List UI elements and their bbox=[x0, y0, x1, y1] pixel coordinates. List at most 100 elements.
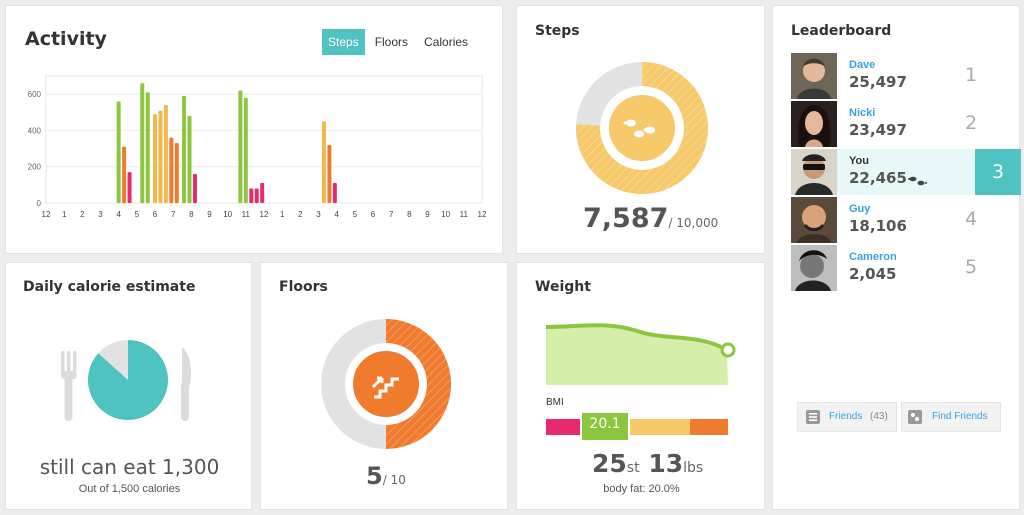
chart-x-tick: 10 bbox=[441, 210, 450, 219]
chart-bar[interactable] bbox=[254, 188, 259, 203]
steps-progress-arc bbox=[576, 62, 708, 194]
activity-title: Activity bbox=[25, 28, 107, 50]
activity-card: Activity Steps Floors Calories 600 400 200… bbox=[5, 5, 503, 254]
avatar bbox=[791, 101, 837, 147]
calorie-sub: Out of 1,500 calories bbox=[78, 483, 181, 495]
stairs-icon bbox=[371, 376, 399, 399]
floors-ring bbox=[321, 319, 451, 449]
chart-x-tick: 8 bbox=[407, 210, 412, 219]
weight-title: Weight bbox=[535, 279, 591, 295]
chart-x-tick: 6 bbox=[153, 210, 158, 219]
chart-x-tick: 12 bbox=[478, 210, 487, 219]
chart-x-tick: 7 bbox=[171, 210, 176, 219]
leaderboard-row[interactable]: Guy 18,106 4 bbox=[791, 197, 1021, 243]
chart-x-tick: 3 bbox=[316, 210, 321, 219]
tab-steps[interactable]: Steps bbox=[322, 29, 365, 55]
weight-stones-unit: st bbox=[626, 460, 640, 476]
weight-stones: 25 bbox=[592, 449, 627, 478]
chart-x-tick: 11 bbox=[242, 210, 251, 219]
chart-bar[interactable] bbox=[169, 137, 174, 203]
chart-bar[interactable] bbox=[243, 97, 248, 203]
chart-x-tick: 5 bbox=[135, 210, 140, 219]
leaderboard-row[interactable]: Cameron 2,045 5 bbox=[791, 245, 1021, 291]
leaderboard-name[interactable]: Dave bbox=[849, 59, 876, 71]
chart-bar[interactable] bbox=[158, 110, 163, 203]
chart-bar[interactable] bbox=[187, 115, 192, 203]
friends-label: Friends bbox=[829, 411, 863, 422]
floors-value-wrap: 5/ 10 bbox=[366, 462, 406, 490]
find-friends-button[interactable]: Find Friends bbox=[901, 402, 1001, 432]
chart-bar[interactable] bbox=[238, 90, 243, 203]
steps-value: 7,587 bbox=[583, 203, 669, 234]
chart-x-tick: 4 bbox=[334, 210, 339, 219]
weight-value: 25st 13lbs bbox=[592, 449, 703, 478]
chart-x-tick: 1 bbox=[280, 210, 285, 219]
leaderboard-rank: 1 bbox=[964, 64, 978, 86]
leaderboard-count: 2,045 bbox=[849, 265, 897, 283]
weight-pounds: 13 bbox=[648, 449, 684, 478]
chart-bar[interactable] bbox=[182, 95, 187, 203]
leaderboard-card: Leaderboard Dave 25,497 1 Nicki 23,497 2… bbox=[772, 5, 1021, 510]
chart-bar[interactable] bbox=[145, 92, 150, 203]
chart-bar[interactable] bbox=[153, 114, 157, 203]
chart-bar[interactable] bbox=[321, 121, 326, 203]
leaderboard-count: 25,497 bbox=[849, 73, 907, 91]
floors-title: Floors bbox=[279, 279, 328, 295]
friends-count: (43) bbox=[870, 411, 888, 422]
leaderboard-rank: 3 bbox=[975, 149, 1021, 195]
knife-icon bbox=[181, 347, 192, 421]
chart-bar[interactable] bbox=[122, 146, 127, 203]
chart-bar[interactable] bbox=[174, 143, 179, 203]
leaderboard-title: Leaderboard bbox=[791, 23, 892, 39]
leaderboard-row[interactable]: Nicki 23,497 2 bbox=[791, 101, 1021, 147]
chart-bar[interactable] bbox=[163, 105, 168, 203]
chart-y-tick: 0 bbox=[37, 199, 42, 208]
chart-bar[interactable] bbox=[192, 173, 197, 203]
chart-bar[interactable] bbox=[249, 188, 254, 203]
chart-bar[interactable] bbox=[260, 183, 265, 203]
leaderboard-row-you[interactable]: You 22,465 3 bbox=[791, 149, 1021, 195]
leaderboard-name[interactable]: Guy bbox=[849, 203, 871, 215]
avatar bbox=[791, 197, 837, 243]
chart-x-tick: 7 bbox=[389, 210, 394, 219]
leaderboard-name[interactable]: Cameron bbox=[849, 251, 897, 263]
chart-x-tick: 4 bbox=[116, 210, 121, 219]
leaderboard-name[interactable]: Nicki bbox=[849, 107, 876, 119]
leaderboard-count: 23,497 bbox=[849, 121, 907, 139]
chart-bar[interactable] bbox=[140, 83, 145, 203]
friends-button[interactable]: Friends (43) bbox=[797, 402, 897, 432]
chart-x-tick: 8 bbox=[189, 210, 194, 219]
chart-x-tick: 11 bbox=[460, 210, 469, 219]
chart-bar[interactable] bbox=[332, 183, 337, 203]
floors-value: 5 bbox=[366, 462, 383, 490]
calorie-title: Daily calorie estimate bbox=[23, 279, 196, 295]
floors-card: Floors 5/ 10 bbox=[260, 262, 508, 510]
leaderboard-count: 18,106 bbox=[849, 217, 907, 235]
chart-x-tick: 9 bbox=[425, 210, 430, 219]
calorie-headline: still can eat 1,300 bbox=[39, 455, 220, 479]
leaderboard-name[interactable]: You bbox=[849, 155, 869, 167]
weight-card: Weight BMI 20.1 25st 13lbs body fat: 20.… bbox=[516, 262, 765, 510]
leaderboard-rank: 5 bbox=[964, 256, 978, 278]
chart-x-tick: 3 bbox=[98, 210, 103, 219]
weight-line bbox=[545, 323, 728, 352]
avatar bbox=[791, 149, 837, 195]
chart-bar[interactable] bbox=[116, 101, 121, 203]
steps-ring bbox=[576, 62, 708, 194]
chart-bar[interactable] bbox=[327, 144, 332, 203]
leaderboard-rank: 4 bbox=[964, 208, 978, 230]
avatar bbox=[791, 53, 837, 99]
chart-x-tick: 9 bbox=[207, 210, 212, 219]
calorie-card: Daily calorie estimate still can eat 1,3… bbox=[5, 262, 252, 510]
tab-floors[interactable]: Floors bbox=[374, 35, 409, 49]
chart-bar[interactable] bbox=[127, 172, 132, 203]
tab-calories[interactable]: Calories bbox=[424, 35, 469, 49]
chart-x-tick: 12 bbox=[260, 210, 269, 219]
footsteps-icon bbox=[623, 119, 655, 138]
steps-card: Steps 7,587/ 10,000 bbox=[516, 5, 765, 254]
chart-y-tick: 400 bbox=[28, 126, 42, 135]
chart-x-tick: 2 bbox=[298, 210, 303, 219]
weight-graphic bbox=[545, 323, 736, 442]
avatar bbox=[791, 245, 837, 291]
leaderboard-row[interactable]: Dave 25,497 1 bbox=[791, 53, 1021, 99]
